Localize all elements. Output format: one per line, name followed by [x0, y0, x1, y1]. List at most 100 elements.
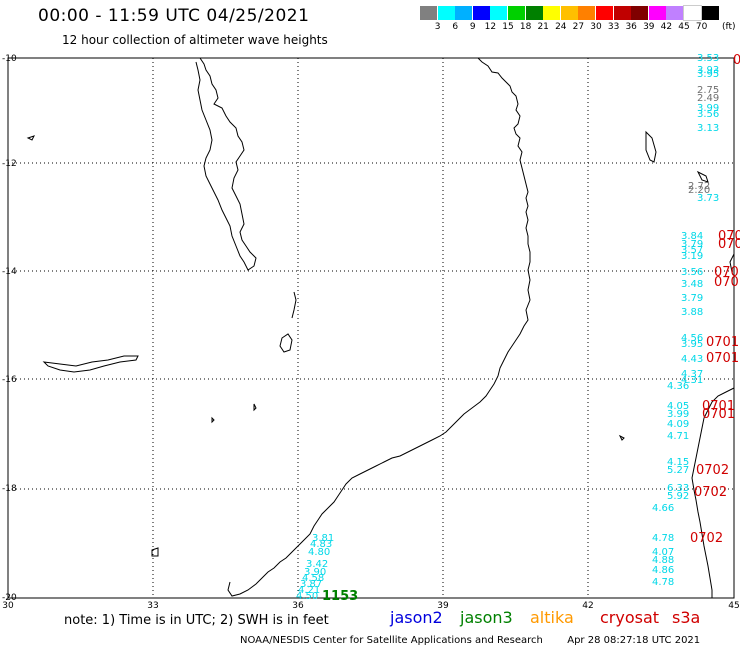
satellite-name: s3a: [672, 608, 701, 627]
track-id-label: 0701: [714, 265, 740, 280]
wave-height-value: 3.42: [306, 559, 329, 570]
wave-height-value: 3.56: [681, 267, 704, 278]
graticule: [8, 58, 734, 598]
track-id-label: 0701: [702, 399, 736, 414]
legend-swatch: [648, 6, 666, 20]
wave-height-value: 2.72: [688, 181, 711, 192]
wave-height-value: 3.93: [697, 65, 720, 76]
legend-label: 3: [434, 22, 441, 32]
y-tick-label: -12: [2, 159, 17, 169]
coastline-madagascar: [691, 387, 735, 598]
wave-height-value: 3.79: [681, 293, 704, 304]
track-id-label: 0701: [702, 407, 736, 422]
legend-swatch: [631, 6, 649, 20]
island-shape: [151, 547, 159, 557]
legend-label: 42: [660, 22, 673, 32]
wave-height-value: 4.80: [308, 547, 331, 558]
wave-height-value: 4.58: [302, 573, 325, 584]
wave-height-value: 4.31: [681, 375, 704, 386]
wave-height-value: 3.95: [681, 339, 704, 350]
wave-height-value: 4.37: [681, 369, 704, 380]
track-id-label: 0701: [706, 335, 740, 350]
wave-height-value: 6.33: [667, 483, 690, 494]
legend-swatch: [508, 6, 525, 20]
legend-label: 9: [469, 22, 476, 32]
wave-height-value: 4.83: [310, 539, 333, 550]
wave-height-value: 3.95: [697, 69, 720, 80]
legend-swatch: [560, 6, 578, 20]
x-tick-label: 39: [437, 601, 449, 611]
wave-height-value: 3.56: [697, 109, 720, 120]
wave-height-value: 4.43: [681, 354, 704, 365]
wave-height-value: 5.27: [667, 465, 690, 476]
wave-height-value: 4.09: [667, 419, 690, 430]
y-tick-label: -20: [2, 593, 17, 603]
legend-label: 21: [537, 22, 549, 32]
satellite-name: jason3: [460, 608, 513, 627]
wave-height-value: 3.84: [681, 231, 704, 242]
wave-height-value: 3.53: [697, 53, 720, 64]
note-text: note: 1) Time is in UTC; 2) SWH is in fe…: [64, 613, 329, 628]
legend-swatch: [472, 6, 490, 20]
legend-label: 45: [678, 22, 690, 32]
legend-label: 39: [643, 22, 655, 32]
x-tick-label: 42: [582, 601, 594, 611]
wave-height-value: 3.88: [681, 307, 704, 318]
lake-malawi: [195, 57, 257, 271]
wave-height-value: 3.13: [697, 123, 720, 134]
legend-swatch: [701, 6, 719, 20]
legend-label: 33: [607, 22, 620, 32]
x-tick-label: 33: [147, 601, 159, 611]
track-id-label: 0701: [718, 237, 740, 252]
footer-credit: NOAA/NESDIS Center for Satellite Applica…: [240, 635, 700, 646]
wave-height-value: 4.50: [296, 591, 319, 602]
island-shape: [618, 434, 625, 441]
legend-swatch: [420, 6, 437, 20]
timestamp-text: Apr 28 08:27:18 UTC 2021: [567, 635, 701, 646]
track-id-label: 0702: [694, 485, 728, 500]
wave-height-value: 2.49: [697, 93, 720, 104]
legend-swatch: [683, 5, 702, 21]
wave-height-value: 3.99: [697, 103, 720, 114]
legend-swatch: [666, 6, 684, 20]
track-id-label: 0702: [690, 531, 724, 546]
wave-height-value: 3.19: [681, 251, 704, 262]
wave-height-value: 4.15: [667, 457, 690, 468]
island-shape: [253, 403, 257, 412]
satellite-name: jason2: [390, 608, 443, 627]
lake-shape: [291, 291, 297, 319]
wave-height-value: 3.79: [681, 239, 704, 250]
island-shape: [211, 416, 215, 424]
y-tick-label: -16: [2, 375, 17, 385]
wave-height-value: 4.66: [652, 503, 675, 514]
island-shape: [645, 130, 657, 163]
wave-height-value: 3.81: [312, 533, 335, 544]
track-id-label: 070: [733, 53, 740, 68]
wave-height-value: 3.57: [681, 245, 704, 256]
wave-height-value: 3.48: [681, 279, 704, 290]
legend-label: 12: [484, 22, 497, 32]
x-tick-label: 30: [2, 601, 14, 611]
coastline-africa: [227, 57, 531, 597]
legend-unit: (ft): [722, 22, 736, 32]
island-shape: [696, 170, 709, 183]
x-tick-label: 45: [728, 601, 740, 611]
legend-swatch: [596, 6, 613, 20]
wave-height-value: 4.07: [652, 547, 675, 558]
legend-swatch: [437, 6, 455, 20]
legend-label: 6: [452, 22, 459, 32]
wave-height-value: 4.56: [681, 333, 704, 344]
wave-height-value: 3.73: [697, 193, 720, 204]
y-tick-label: -18: [2, 484, 17, 494]
wave-height-value: 4.71: [667, 431, 690, 442]
legend-swatch: [525, 6, 543, 20]
legend-label: 70: [695, 22, 708, 32]
wave-height-value: 4.88: [652, 555, 675, 566]
legend-swatch: [490, 6, 508, 20]
map-frame: [7, 57, 735, 599]
legend-swatch: [613, 6, 631, 20]
legend-swatch: [543, 6, 561, 20]
wave-height-value: 3.87: [300, 579, 323, 590]
y-tick-label: -10: [2, 54, 17, 64]
map-title: 00:00 - 11:59 UTC 04/25/2021: [38, 6, 310, 26]
